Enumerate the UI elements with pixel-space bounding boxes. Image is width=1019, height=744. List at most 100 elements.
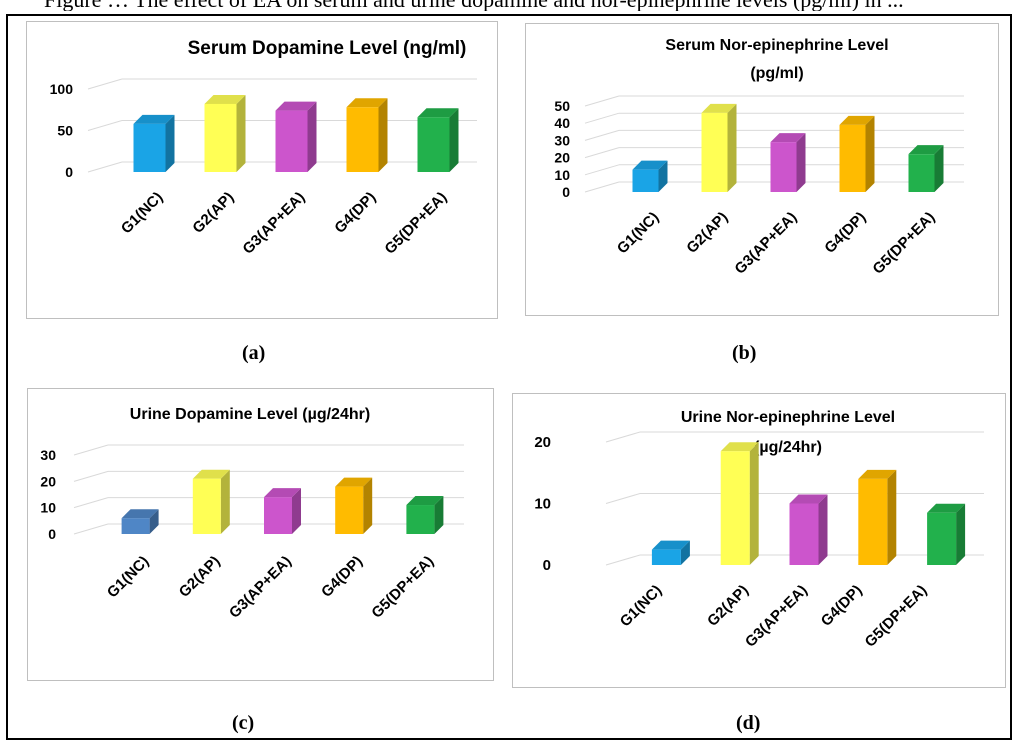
y-tick-label: 40: [554, 115, 570, 131]
bar-top: [651, 540, 690, 550]
x-category-label: G4(DP): [818, 582, 866, 630]
bar: [839, 124, 866, 192]
bar-top: [133, 114, 175, 124]
bar: [192, 478, 221, 534]
bar-side: [220, 469, 230, 534]
x-category-label: G1(NC): [104, 553, 153, 602]
chart-c: Urine Dopamine Level (µg/24hr) 0 10 20 30 G1(…: [40, 406, 464, 622]
x-category-label: G3(AP+EA): [742, 582, 811, 651]
bar-top: [264, 488, 301, 498]
y-tick-label: 10: [554, 167, 570, 183]
bar-side: [727, 103, 737, 192]
bar: [264, 497, 292, 534]
bar-top: [204, 94, 246, 104]
gridline-depth: [87, 78, 123, 90]
bar-side: [796, 133, 806, 192]
bar-top: [192, 469, 230, 479]
x-category-label: G1(NC): [617, 582, 666, 631]
y-tick-label: 20: [534, 434, 551, 451]
bar-side: [956, 503, 966, 565]
bar: [927, 512, 957, 565]
bar-side: [749, 442, 759, 565]
bar: [346, 107, 379, 172]
y-tick-label: 50: [57, 123, 73, 139]
panel-label-c: (c): [232, 712, 255, 734]
bar: [651, 549, 681, 565]
bar-top: [275, 101, 317, 111]
bar: [908, 154, 935, 192]
bar-side: [934, 145, 944, 192]
bar-side: [434, 496, 444, 534]
bar-top: [839, 115, 875, 125]
gridline-depth: [584, 164, 620, 176]
chart-title-line: Serum Dopamine Level (ng/ml): [188, 38, 467, 59]
gridline-depth: [73, 444, 109, 456]
gridline-depth: [73, 523, 109, 535]
x-category-label: G3(AP+EA): [731, 209, 800, 278]
panel-label-a: (a): [242, 342, 266, 364]
bar-top: [720, 442, 759, 452]
y-tick-label: 0: [543, 557, 551, 574]
chart-title-line: Urine Dopamine Level (µg/24hr): [130, 406, 370, 423]
bar-side: [292, 488, 301, 534]
bar-side: [680, 540, 690, 565]
bar-top: [417, 108, 459, 118]
y-tick-label: 100: [50, 81, 74, 97]
bar-top: [789, 494, 828, 504]
bar-side: [865, 115, 875, 192]
chart-panel-d: Urine Nor-epinephrine Level (µg/24hr) 0 10 2…: [512, 393, 1006, 688]
x-category-label: G4(DP): [331, 189, 379, 237]
y-tick-label: 50: [554, 98, 570, 114]
bar-side: [658, 160, 668, 192]
bar-top: [335, 477, 373, 487]
y-tick-label: 30: [40, 447, 56, 463]
bar-top: [770, 133, 806, 143]
bar: [770, 142, 797, 192]
bar-side: [818, 494, 828, 565]
figure-caption: Figure … The effect of EA on serum and u…: [0, 0, 1019, 11]
y-tick-label: 0: [65, 164, 73, 180]
bar: [789, 503, 819, 565]
gridline-depth: [584, 147, 620, 159]
y-tick-label: 0: [48, 526, 56, 542]
figure-caption-text: Figure … The effect of EA on serum and u…: [44, 0, 904, 11]
chart-panel-a: Serum Dopamine Level (ng/ml) 0 50 100 G1(NC)…: [26, 21, 498, 319]
y-tick-label: 20: [554, 150, 570, 166]
bar: [406, 505, 435, 534]
bar-side: [307, 101, 317, 172]
bar-side: [149, 509, 159, 534]
bar-top: [701, 103, 737, 113]
bar-side: [363, 477, 373, 534]
gridline-depth: [87, 120, 123, 131]
bar-top: [346, 98, 388, 108]
x-category-label: G5(DP+EA): [368, 553, 437, 622]
chart-panel-b: Serum Nor-epinephrine Level (pg/ml) 0 10 20 3…: [525, 23, 999, 316]
chart-title-line: (µg/24hr): [754, 439, 822, 456]
panel-label-d: (d): [736, 712, 761, 734]
bar-top: [927, 503, 966, 513]
chart-a: Serum Dopamine Level (ng/ml) 0 50 100 G1(NC)…: [50, 38, 477, 258]
x-category-label: G4(DP): [318, 553, 366, 601]
panel-label-b: (b): [732, 342, 757, 364]
x-category-label: G5(DP+EA): [381, 189, 450, 258]
chart-title-line: Urine Nor-epinephrine Level: [681, 409, 895, 426]
x-category-label: G2(AP): [704, 582, 752, 630]
bar-top: [908, 145, 944, 155]
gridline-depth: [584, 181, 620, 193]
chart-title-line: (pg/ml): [750, 65, 803, 82]
x-category-label: G3(AP+EA): [226, 553, 295, 622]
x-category-label: G3(AP+EA): [239, 189, 308, 258]
bar: [275, 110, 308, 172]
bar-side: [165, 114, 175, 172]
gridline-depth: [605, 431, 641, 443]
gridline-depth: [73, 497, 109, 509]
chart-title-line: Serum Nor-epinephrine Level: [665, 37, 888, 54]
bar-side: [236, 94, 246, 172]
x-category-label: G1(NC): [118, 189, 167, 238]
gridline-depth: [73, 470, 109, 482]
bar: [204, 103, 237, 172]
gridline-depth: [584, 95, 620, 107]
y-tick-label: 0: [562, 184, 570, 200]
y-tick-label: 10: [40, 500, 56, 516]
